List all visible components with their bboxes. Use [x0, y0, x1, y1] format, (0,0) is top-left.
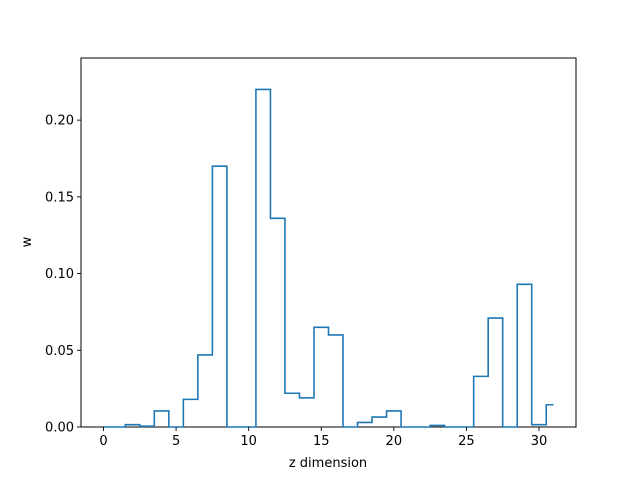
x-tick-label: 25	[458, 434, 475, 449]
x-axis: 0 5 10 15 20 25 30	[99, 427, 547, 449]
x-tick-label: 10	[240, 434, 257, 449]
y-tick-label: 0.10	[45, 267, 74, 282]
y-tick-label: 0.05	[45, 344, 74, 359]
x-axis-label: z dimension	[289, 456, 367, 471]
y-tick-label: 0.15	[45, 190, 74, 205]
x-tick-label: 30	[531, 434, 548, 449]
plot-area	[80, 57, 577, 428]
x-tick-label: 15	[313, 434, 330, 449]
y-axis: 0.00 0.05 0.10 0.15 0.20	[45, 114, 81, 436]
y-axis-label: w	[20, 236, 35, 247]
x-tick-label: 0	[99, 434, 107, 449]
series-layer	[103, 88, 554, 428]
x-tick-label: 20	[386, 434, 403, 449]
step-line-series	[103, 88, 554, 428]
y-tick-label: 0.20	[45, 114, 74, 129]
x-tick-label: 5	[172, 434, 180, 449]
y-tick-label: 0.00	[45, 421, 74, 436]
